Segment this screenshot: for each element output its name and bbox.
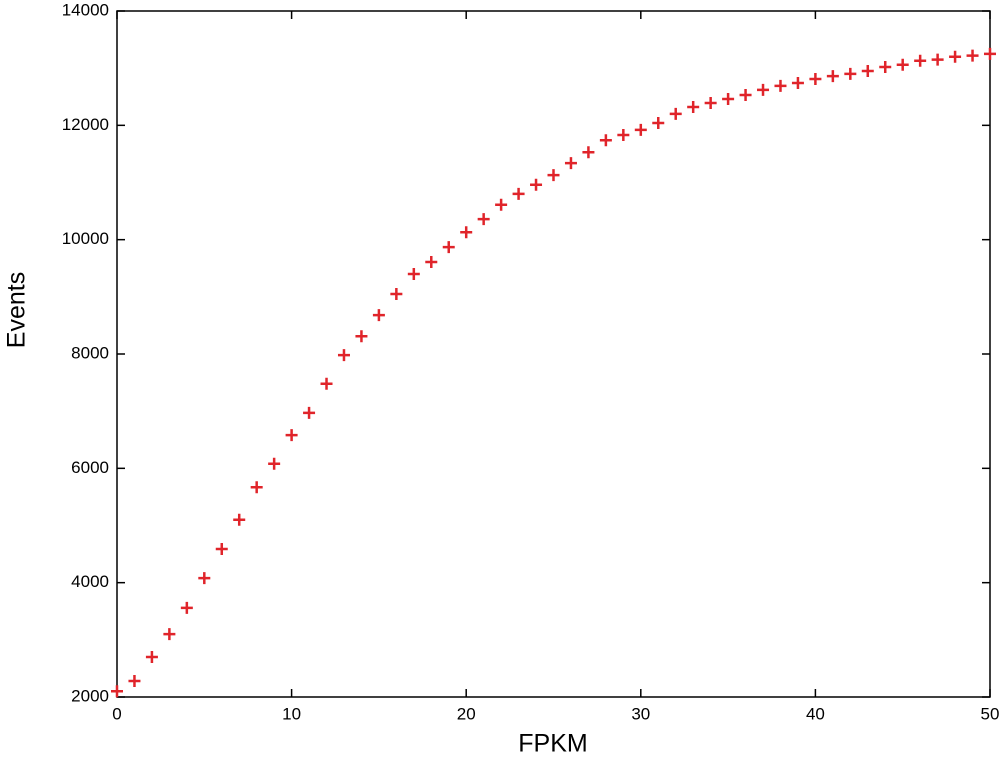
x-tick-label: 0 bbox=[112, 704, 121, 723]
y-tick-label: 12000 bbox=[62, 115, 109, 134]
point bbox=[861, 65, 874, 78]
point bbox=[669, 107, 682, 120]
point bbox=[180, 601, 193, 614]
y-tick-label: 10000 bbox=[62, 229, 109, 248]
point bbox=[163, 628, 176, 641]
point bbox=[128, 674, 141, 687]
point bbox=[425, 255, 438, 268]
point bbox=[809, 73, 822, 86]
point bbox=[687, 101, 700, 114]
y-axis-title: Events bbox=[3, 272, 31, 348]
point bbox=[355, 330, 368, 343]
point bbox=[879, 61, 892, 74]
y-tick-label: 14000 bbox=[62, 0, 109, 19]
point bbox=[914, 54, 927, 67]
point bbox=[250, 481, 263, 494]
point bbox=[233, 513, 246, 526]
point bbox=[599, 134, 612, 147]
point bbox=[984, 47, 996, 60]
point bbox=[652, 117, 665, 130]
point bbox=[757, 83, 770, 96]
y-tick-label: 4000 bbox=[71, 572, 109, 591]
point bbox=[372, 309, 385, 322]
point bbox=[512, 187, 525, 200]
point bbox=[564, 157, 577, 170]
point bbox=[844, 67, 857, 80]
y-tick-label: 2000 bbox=[71, 686, 109, 705]
point bbox=[303, 406, 316, 419]
point bbox=[495, 198, 508, 211]
point bbox=[582, 146, 595, 159]
point bbox=[477, 213, 490, 226]
x-tick-label: 30 bbox=[631, 704, 650, 723]
y-tick-label: 6000 bbox=[71, 458, 109, 477]
y-tick-label: 8000 bbox=[71, 343, 109, 362]
x-tick-label: 20 bbox=[457, 704, 476, 723]
plot-frame bbox=[116, 10, 991, 698]
point bbox=[407, 267, 420, 280]
point bbox=[460, 226, 473, 239]
point bbox=[722, 93, 735, 106]
point bbox=[634, 123, 647, 136]
point bbox=[268, 457, 281, 470]
point bbox=[547, 169, 560, 182]
point bbox=[704, 97, 717, 110]
point bbox=[617, 129, 630, 142]
point bbox=[285, 429, 298, 442]
x-tick-label: 10 bbox=[282, 704, 301, 723]
point bbox=[966, 49, 979, 62]
point bbox=[390, 287, 403, 300]
x-tick-label: 40 bbox=[806, 704, 825, 723]
point bbox=[774, 79, 787, 92]
point bbox=[826, 70, 839, 83]
point bbox=[337, 349, 350, 362]
point bbox=[320, 377, 333, 390]
point bbox=[145, 650, 158, 663]
point bbox=[931, 53, 944, 66]
point bbox=[442, 241, 455, 254]
point bbox=[530, 178, 543, 191]
point bbox=[198, 572, 211, 585]
point bbox=[215, 542, 228, 555]
point bbox=[111, 685, 123, 698]
x-axis-title: FPKM bbox=[518, 730, 587, 758]
point bbox=[739, 89, 752, 102]
point bbox=[949, 50, 962, 63]
point bbox=[896, 58, 909, 71]
point bbox=[791, 77, 804, 90]
x-tick-label: 50 bbox=[981, 704, 1000, 723]
